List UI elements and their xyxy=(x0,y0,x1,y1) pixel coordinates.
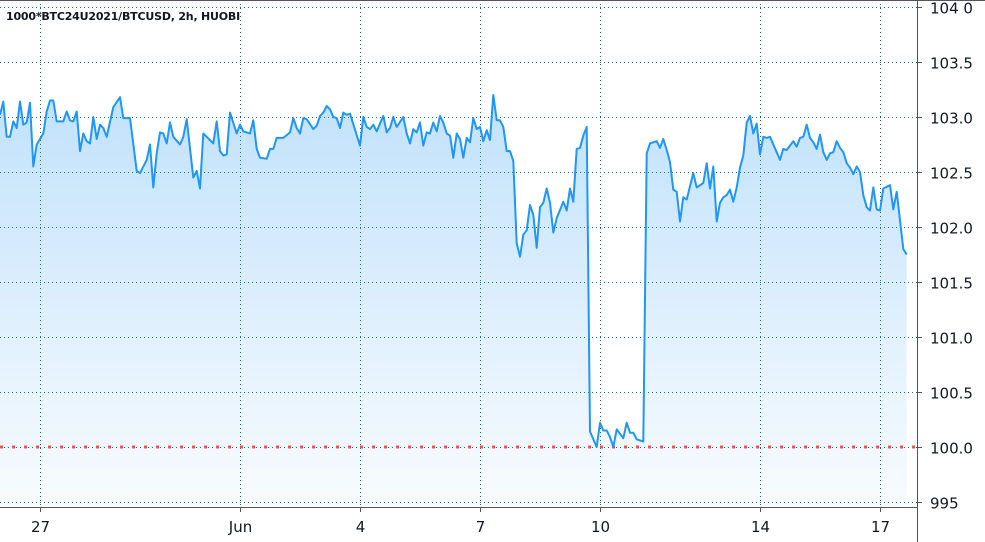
price-tick-label: 100.5 xyxy=(930,385,973,403)
chart-title: 1000*BTC24U2021/BTCUSD, 2h, HUOBI xyxy=(6,10,241,23)
price-tick-label: 995 xyxy=(930,495,959,513)
price-tick-label: 103.5 xyxy=(930,55,973,73)
price-line xyxy=(0,94,908,448)
time-tick-label: 7 xyxy=(476,518,486,536)
time-axis[interactable]: 27 Jun 4 7 10 14 17 xyxy=(31,507,890,536)
price-area-fill xyxy=(0,95,907,507)
time-tick-label: 17 xyxy=(871,518,890,536)
price-tick-label: 102.5 xyxy=(930,165,973,183)
price-tick-label: 100.0 xyxy=(930,440,973,458)
time-tick-label: 27 xyxy=(31,518,50,536)
price-tick-label: 101.5 xyxy=(930,275,973,293)
price-tick-label: 102.0 xyxy=(930,220,973,238)
price-tick-label: 101.0 xyxy=(930,330,973,348)
price-tick-label: 104 0 xyxy=(930,0,973,18)
time-tick-label: Jun xyxy=(228,518,252,536)
time-tick-label: 10 xyxy=(591,518,610,536)
time-tick-label: 14 xyxy=(751,518,770,536)
time-tick-label: 4 xyxy=(356,518,366,536)
price-axis[interactable]: 104 0 103.5 103.0 102.5 102.0 101.5 101.0 100.5… xyxy=(917,0,973,513)
price-tick-label: 103.0 xyxy=(930,110,973,128)
